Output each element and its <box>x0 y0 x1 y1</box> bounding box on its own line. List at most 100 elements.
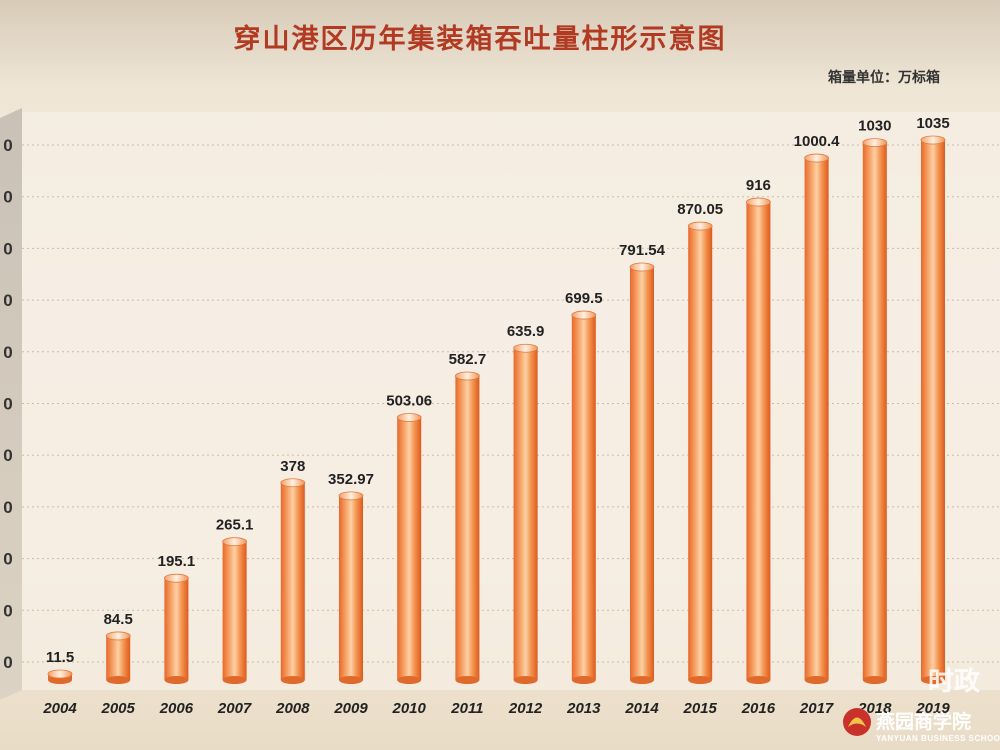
bar <box>396 413 422 684</box>
bar-cap <box>920 135 946 145</box>
bar-cap <box>862 138 888 148</box>
bar-body <box>513 348 538 680</box>
y-tick-label: 0 <box>3 653 12 672</box>
bar-body <box>862 142 887 680</box>
bar-base <box>804 676 829 684</box>
bar-cap <box>746 197 771 207</box>
bar <box>920 135 946 684</box>
bar-cap <box>222 537 248 547</box>
x-tick-label: 2016 <box>741 700 776 717</box>
logo-text: 燕园商学院 <box>876 710 971 733</box>
bar-base <box>921 676 945 684</box>
value-label: 1030 <box>858 118 891 135</box>
bar-base <box>106 676 131 684</box>
x-tick-label: 2009 <box>333 700 368 717</box>
bar-body <box>571 315 596 680</box>
y-tick-label: 0 <box>3 239 12 258</box>
value-label: 84.5 <box>104 611 133 628</box>
bar <box>105 631 131 684</box>
x-tick-label: 2007 <box>217 700 252 717</box>
bar-base <box>513 676 538 684</box>
bar <box>454 371 480 684</box>
bar <box>47 669 73 684</box>
value-label: 195.1 <box>158 553 196 570</box>
value-label: 1000.4 <box>794 133 841 150</box>
bar-cap <box>687 221 713 231</box>
bar-base <box>397 676 422 684</box>
y-tick-label: 0 <box>3 446 12 465</box>
bar-base <box>280 676 305 684</box>
y-tick-label: 0 <box>3 395 12 414</box>
grid-lines <box>22 144 1000 663</box>
x-tick-label: 2012 <box>508 700 543 717</box>
bar-base <box>746 676 771 684</box>
bar-base <box>630 676 654 684</box>
y-tick-label: 0 <box>3 136 12 155</box>
bar-body <box>106 635 131 680</box>
chart-title: 穿山港区历年集装箱吞吐量柱形示意图 <box>234 23 727 55</box>
bar-body <box>804 158 829 680</box>
logo-subtext: YANYUAN BUSINESS SCHOOL <box>876 734 1000 743</box>
bar <box>862 138 888 684</box>
bar <box>571 310 597 684</box>
value-label: 265.1 <box>216 517 254 534</box>
bar <box>513 343 538 684</box>
bar <box>629 262 655 684</box>
value-label: 582.7 <box>449 351 487 368</box>
value-label: 1035 <box>916 115 949 132</box>
value-label: 503.06 <box>386 393 432 410</box>
bar-cap <box>396 413 422 422</box>
x-tick-label: 2005 <box>101 700 136 717</box>
bar-base <box>862 676 887 684</box>
bar <box>163 573 189 684</box>
unit-label: 箱量单位：万标箱 <box>828 69 940 86</box>
watermark-text: 时政 <box>928 666 980 697</box>
bar-cap <box>571 310 597 320</box>
bar-base <box>455 676 480 684</box>
y-tick-label: 0 <box>3 601 12 620</box>
x-tick-label: 2004 <box>42 700 77 717</box>
bar-cap <box>804 153 829 163</box>
bar-base <box>339 676 363 684</box>
value-label: 870.05 <box>677 201 723 218</box>
bar-cap <box>629 262 655 272</box>
x-tick-label: 2010 <box>392 700 427 717</box>
value-label: 352.97 <box>328 471 374 488</box>
logo-mark-icon <box>848 717 866 727</box>
y-tick-label: 0 <box>3 498 12 517</box>
bar-base <box>688 676 713 684</box>
y-tick-label: 0 <box>3 550 12 569</box>
bar-cap <box>513 343 538 353</box>
bar-base <box>571 676 596 684</box>
bar <box>280 478 306 684</box>
bar <box>338 491 364 684</box>
bar-body <box>688 226 713 681</box>
y-tick-label: 0 <box>3 188 12 207</box>
axis-wall <box>0 108 22 700</box>
bar-body <box>222 541 247 680</box>
bar-cap <box>47 669 73 679</box>
x-tick-label: 2019 <box>915 700 950 717</box>
bar-body <box>630 267 654 680</box>
bar-body <box>397 417 422 680</box>
bar-cap <box>163 573 189 583</box>
bar-cap <box>338 491 364 501</box>
x-tick-label: 2006 <box>159 700 194 717</box>
bar <box>746 197 771 684</box>
bar-cap <box>454 371 480 381</box>
bar <box>687 221 713 684</box>
bar-body <box>280 482 305 680</box>
bar-cap <box>280 478 306 488</box>
bar-body <box>339 495 363 680</box>
value-label: 635.9 <box>507 323 545 340</box>
value-label: 699.5 <box>565 290 603 307</box>
value-label: 791.54 <box>619 242 666 259</box>
y-tick-labels: 0 0 0 0 0 0 0 0 0 0 0 <box>3 136 12 672</box>
bar-base <box>164 676 189 684</box>
x-tick-label: 2008 <box>275 700 310 717</box>
x-tick-label: 2011 <box>450 700 483 717</box>
x-tick-label: 2017 <box>799 700 834 717</box>
x-tick-labels: 2004 2005 2006 2007 2008 2009 2010 2011 2012 2013… <box>42 700 950 717</box>
bar-cap <box>105 631 131 641</box>
